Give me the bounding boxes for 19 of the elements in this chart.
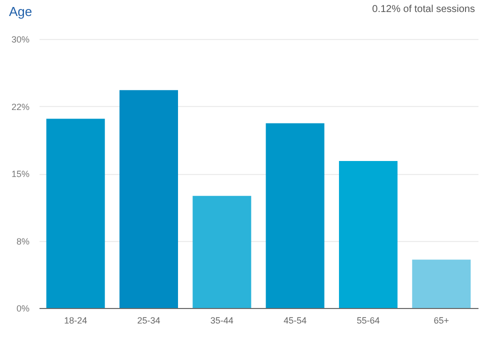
bar — [46, 118, 105, 308]
x-tick-label: 45-54 — [284, 316, 307, 326]
x-tick-label: 55-64 — [356, 316, 380, 326]
bar — [266, 123, 324, 308]
x-tick-label: 35-44 — [210, 316, 234, 326]
bar — [338, 160, 398, 308]
y-tick-label: 22% — [11, 102, 30, 112]
y-tick-label: 15% — [11, 169, 30, 179]
y-tick-label: 30% — [11, 34, 30, 44]
chart-title: Age — [9, 4, 32, 19]
x-tick-label: 65+ — [434, 316, 450, 326]
bar — [192, 196, 252, 308]
bar — [119, 90, 178, 308]
y-tick-label: 8% — [16, 236, 30, 246]
bar — [412, 260, 471, 308]
x-tick-label: 18-24 — [64, 316, 88, 326]
text: 0.12% of total sessions — [372, 4, 475, 15]
y-tick-label: 0% — [16, 304, 30, 314]
x-tick-label: 25-34 — [137, 316, 160, 326]
